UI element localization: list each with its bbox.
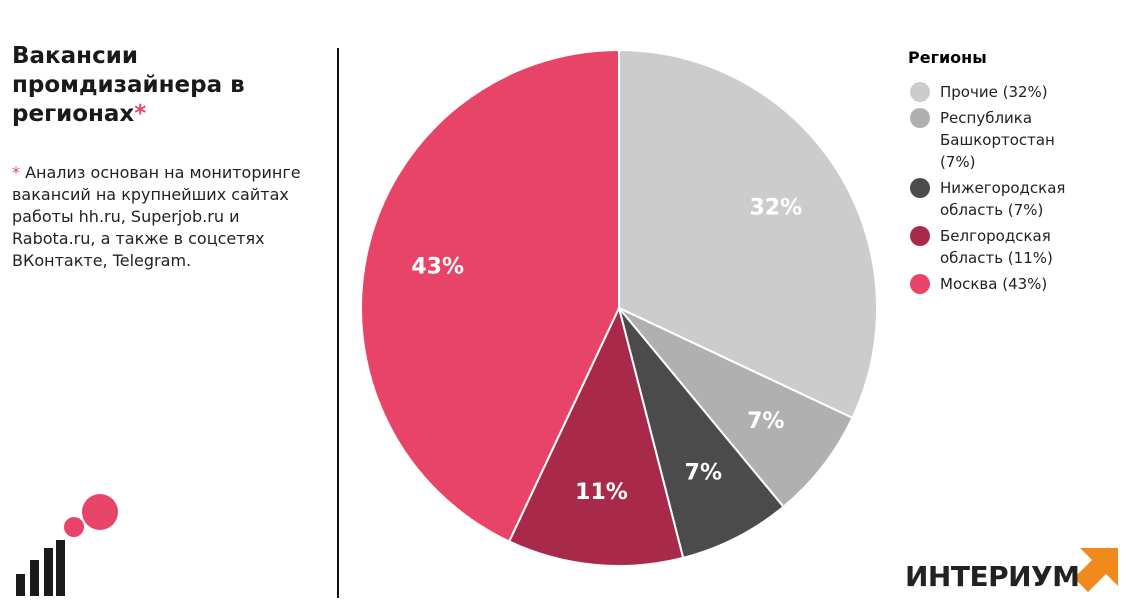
legend-label: Республика Башкортостан (7%) [940, 109, 1055, 171]
data-label: 7% [685, 461, 722, 486]
legend-swatch [910, 226, 930, 246]
legend-item: Белгородская область (11%) [908, 225, 1118, 269]
legend-swatch [910, 108, 930, 128]
legend-label: Прочие (32%) [940, 83, 1048, 101]
chart-title: Вакансии промдизайнера в регионах [12, 43, 245, 127]
legend-swatch [910, 274, 930, 294]
legend-item: Прочие (32%) [908, 81, 1118, 103]
pie-slice [618, 48, 878, 420]
brand-icon [16, 494, 118, 596]
legend-item: Республика Башкортостан (7%) [908, 107, 1118, 173]
legend-label: Москва (43%) [940, 275, 1048, 293]
pie-slice [618, 307, 785, 560]
footnote: Анализ основан на мониторинге вакансий н… [12, 163, 301, 270]
logo-arrow [1074, 548, 1118, 592]
data-label: 11% [575, 480, 628, 505]
title-block: Вакансии промдизайнера в регионах* [12, 42, 262, 129]
footnote-block: * Анализ основан на мониторинге вакансий… [12, 162, 302, 272]
pie-slice [507, 305, 685, 567]
footnote-mark: * [12, 163, 20, 182]
legend-label: Белгородская область (11%) [940, 227, 1053, 267]
legend-item: Москва (43%) [908, 273, 1118, 295]
legend: Регионы Прочие (32%) Республика Башкортост… [908, 48, 1118, 299]
data-label: 32% [750, 195, 803, 220]
legend-swatch [910, 82, 930, 102]
data-label: 43% [411, 254, 464, 279]
pie-slice [618, 307, 854, 509]
data-label: 7% [747, 409, 784, 434]
legend-title: Регионы [908, 48, 987, 67]
logo: ИНТЕРИУМ [905, 560, 1080, 593]
legend-swatch [910, 178, 930, 198]
legend-item: Нижегородская область (7%) [908, 177, 1118, 221]
legend-label: Нижегородская область (7%) [940, 179, 1066, 219]
title-mark: * [134, 101, 147, 127]
pie-slice [360, 48, 620, 543]
